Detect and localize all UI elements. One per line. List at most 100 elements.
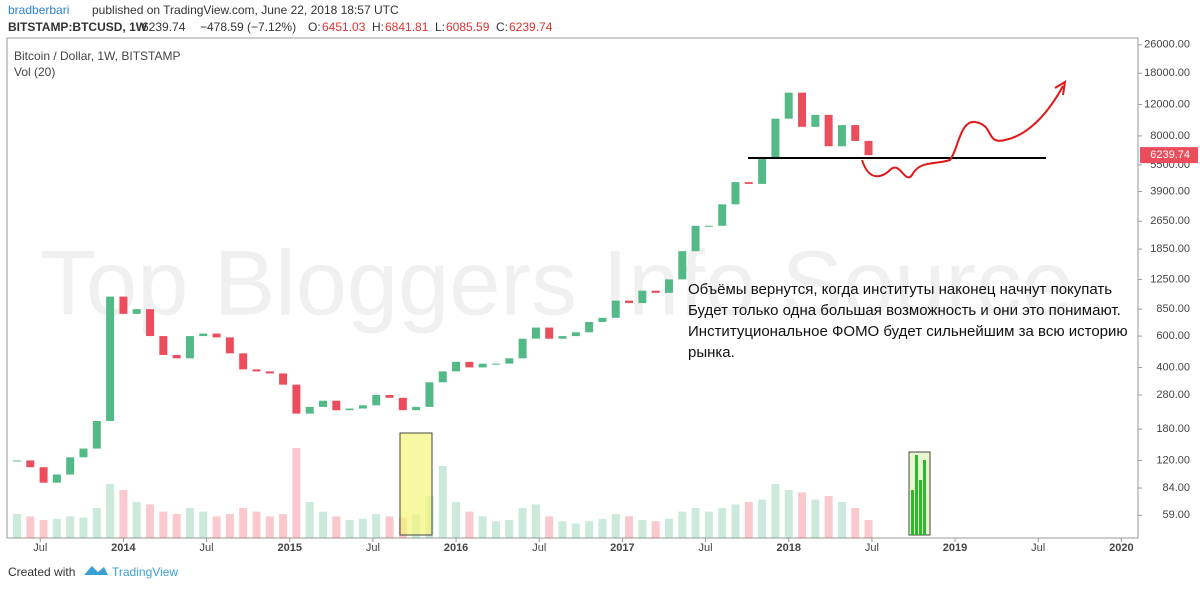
projection-bar — [919, 480, 922, 535]
volume-bar — [545, 516, 554, 538]
volume-bar — [292, 448, 301, 538]
o-label: O: — [308, 20, 321, 34]
y-tick-label: 26000.00 — [1144, 39, 1190, 51]
volume-bar — [518, 508, 527, 538]
volume-bar — [598, 518, 607, 538]
volume-bar — [132, 502, 141, 538]
candle — [39, 467, 48, 483]
projection-curve — [861, 85, 1064, 179]
candle — [731, 182, 740, 205]
last: 6239.74 — [142, 20, 186, 34]
volume-bar — [731, 504, 740, 538]
candle — [505, 358, 514, 364]
volume-bar — [239, 508, 248, 538]
volume-bar — [531, 504, 540, 538]
y-tick-label: 59.00 — [1162, 509, 1190, 521]
candle — [625, 300, 634, 304]
volume-bar — [159, 511, 168, 538]
x-tick-label: Jul — [865, 542, 879, 554]
candle — [12, 460, 21, 462]
volume-bar — [172, 514, 181, 538]
logo — [84, 566, 108, 575]
candle — [864, 140, 873, 156]
volume-bar — [811, 499, 820, 538]
candle — [212, 333, 221, 338]
y-tick-label: 120.00 — [1156, 454, 1190, 466]
candle — [358, 405, 367, 409]
projection-bar — [911, 490, 914, 535]
x-tick-label: Jul — [1031, 542, 1045, 554]
c-label: C: — [496, 20, 508, 34]
x-tick-label: 2017 — [610, 542, 634, 554]
annotation-line: Институциональное ФОМО будет сильнейшим … — [688, 323, 1128, 340]
volume-bar — [744, 502, 753, 538]
x-tick-label: 2014 — [111, 542, 136, 554]
candle — [412, 406, 421, 411]
candle — [279, 373, 288, 385]
y-tick-label: 84.00 — [1162, 482, 1190, 494]
annotation-line: Объёмы вернутся, когда институты наконец… — [688, 281, 1112, 298]
y-tick-label: 3900.00 — [1150, 185, 1190, 197]
volume-bar — [332, 516, 341, 538]
volume-bar — [851, 508, 860, 538]
volume-bar — [199, 511, 208, 538]
candle — [106, 296, 115, 421]
candle — [518, 338, 527, 359]
volume-bar — [26, 516, 35, 538]
candle — [491, 363, 500, 365]
y-tick-label: 280.00 — [1156, 389, 1190, 401]
volume-bar — [319, 511, 328, 538]
volume-bar — [771, 484, 780, 538]
chart-title: Bitcoin / Dollar, 1W, BITSTAMP — [14, 49, 181, 63]
candle — [398, 397, 407, 411]
x-tick-label: 2020 — [1109, 542, 1133, 554]
x-tick-label: Jul — [366, 542, 380, 554]
volume-bar — [478, 516, 487, 538]
volume-bar — [265, 516, 274, 538]
candle — [664, 279, 673, 293]
volume-bar — [664, 518, 673, 538]
candle — [758, 158, 767, 184]
volume-bar — [305, 502, 314, 538]
footer-created: Created with — [8, 565, 75, 579]
author: bradberbari — [8, 3, 69, 17]
candle — [319, 400, 328, 407]
volume-bar — [372, 514, 381, 538]
volume-bar — [864, 520, 873, 538]
candle — [651, 290, 660, 293]
projection-bar — [923, 460, 926, 535]
projection-bar — [915, 455, 918, 535]
candle — [691, 225, 700, 252]
candle — [638, 290, 647, 304]
y-tick-label: 400.00 — [1156, 361, 1190, 373]
candle — [438, 371, 447, 383]
volume-bar — [691, 508, 700, 538]
footer-brand[interactable]: TradingView — [112, 565, 178, 579]
x-tick-label: 2015 — [278, 542, 302, 554]
close: 6239.74 — [509, 20, 553, 34]
volume-bar — [146, 504, 155, 538]
candle — [704, 225, 713, 227]
volume-bar — [358, 518, 367, 538]
candle — [199, 333, 208, 337]
volume-bar — [465, 511, 474, 538]
volume-bar — [784, 490, 793, 538]
volume-bar — [558, 521, 567, 538]
candle — [305, 406, 314, 414]
volume-bar — [119, 490, 128, 538]
highlight-box — [399, 432, 433, 536]
candle — [558, 336, 567, 339]
high: 6841.81 — [385, 20, 429, 34]
volume-bar — [66, 516, 75, 538]
volume-bar — [678, 511, 687, 538]
volume-bar — [92, 508, 101, 538]
candle — [545, 327, 554, 339]
candle — [132, 309, 141, 314]
x-tick-label: 2018 — [776, 542, 800, 554]
candle — [811, 114, 820, 127]
candle — [531, 327, 540, 339]
candle — [159, 336, 168, 355]
candle — [824, 114, 833, 147]
volume-bar — [212, 516, 221, 538]
